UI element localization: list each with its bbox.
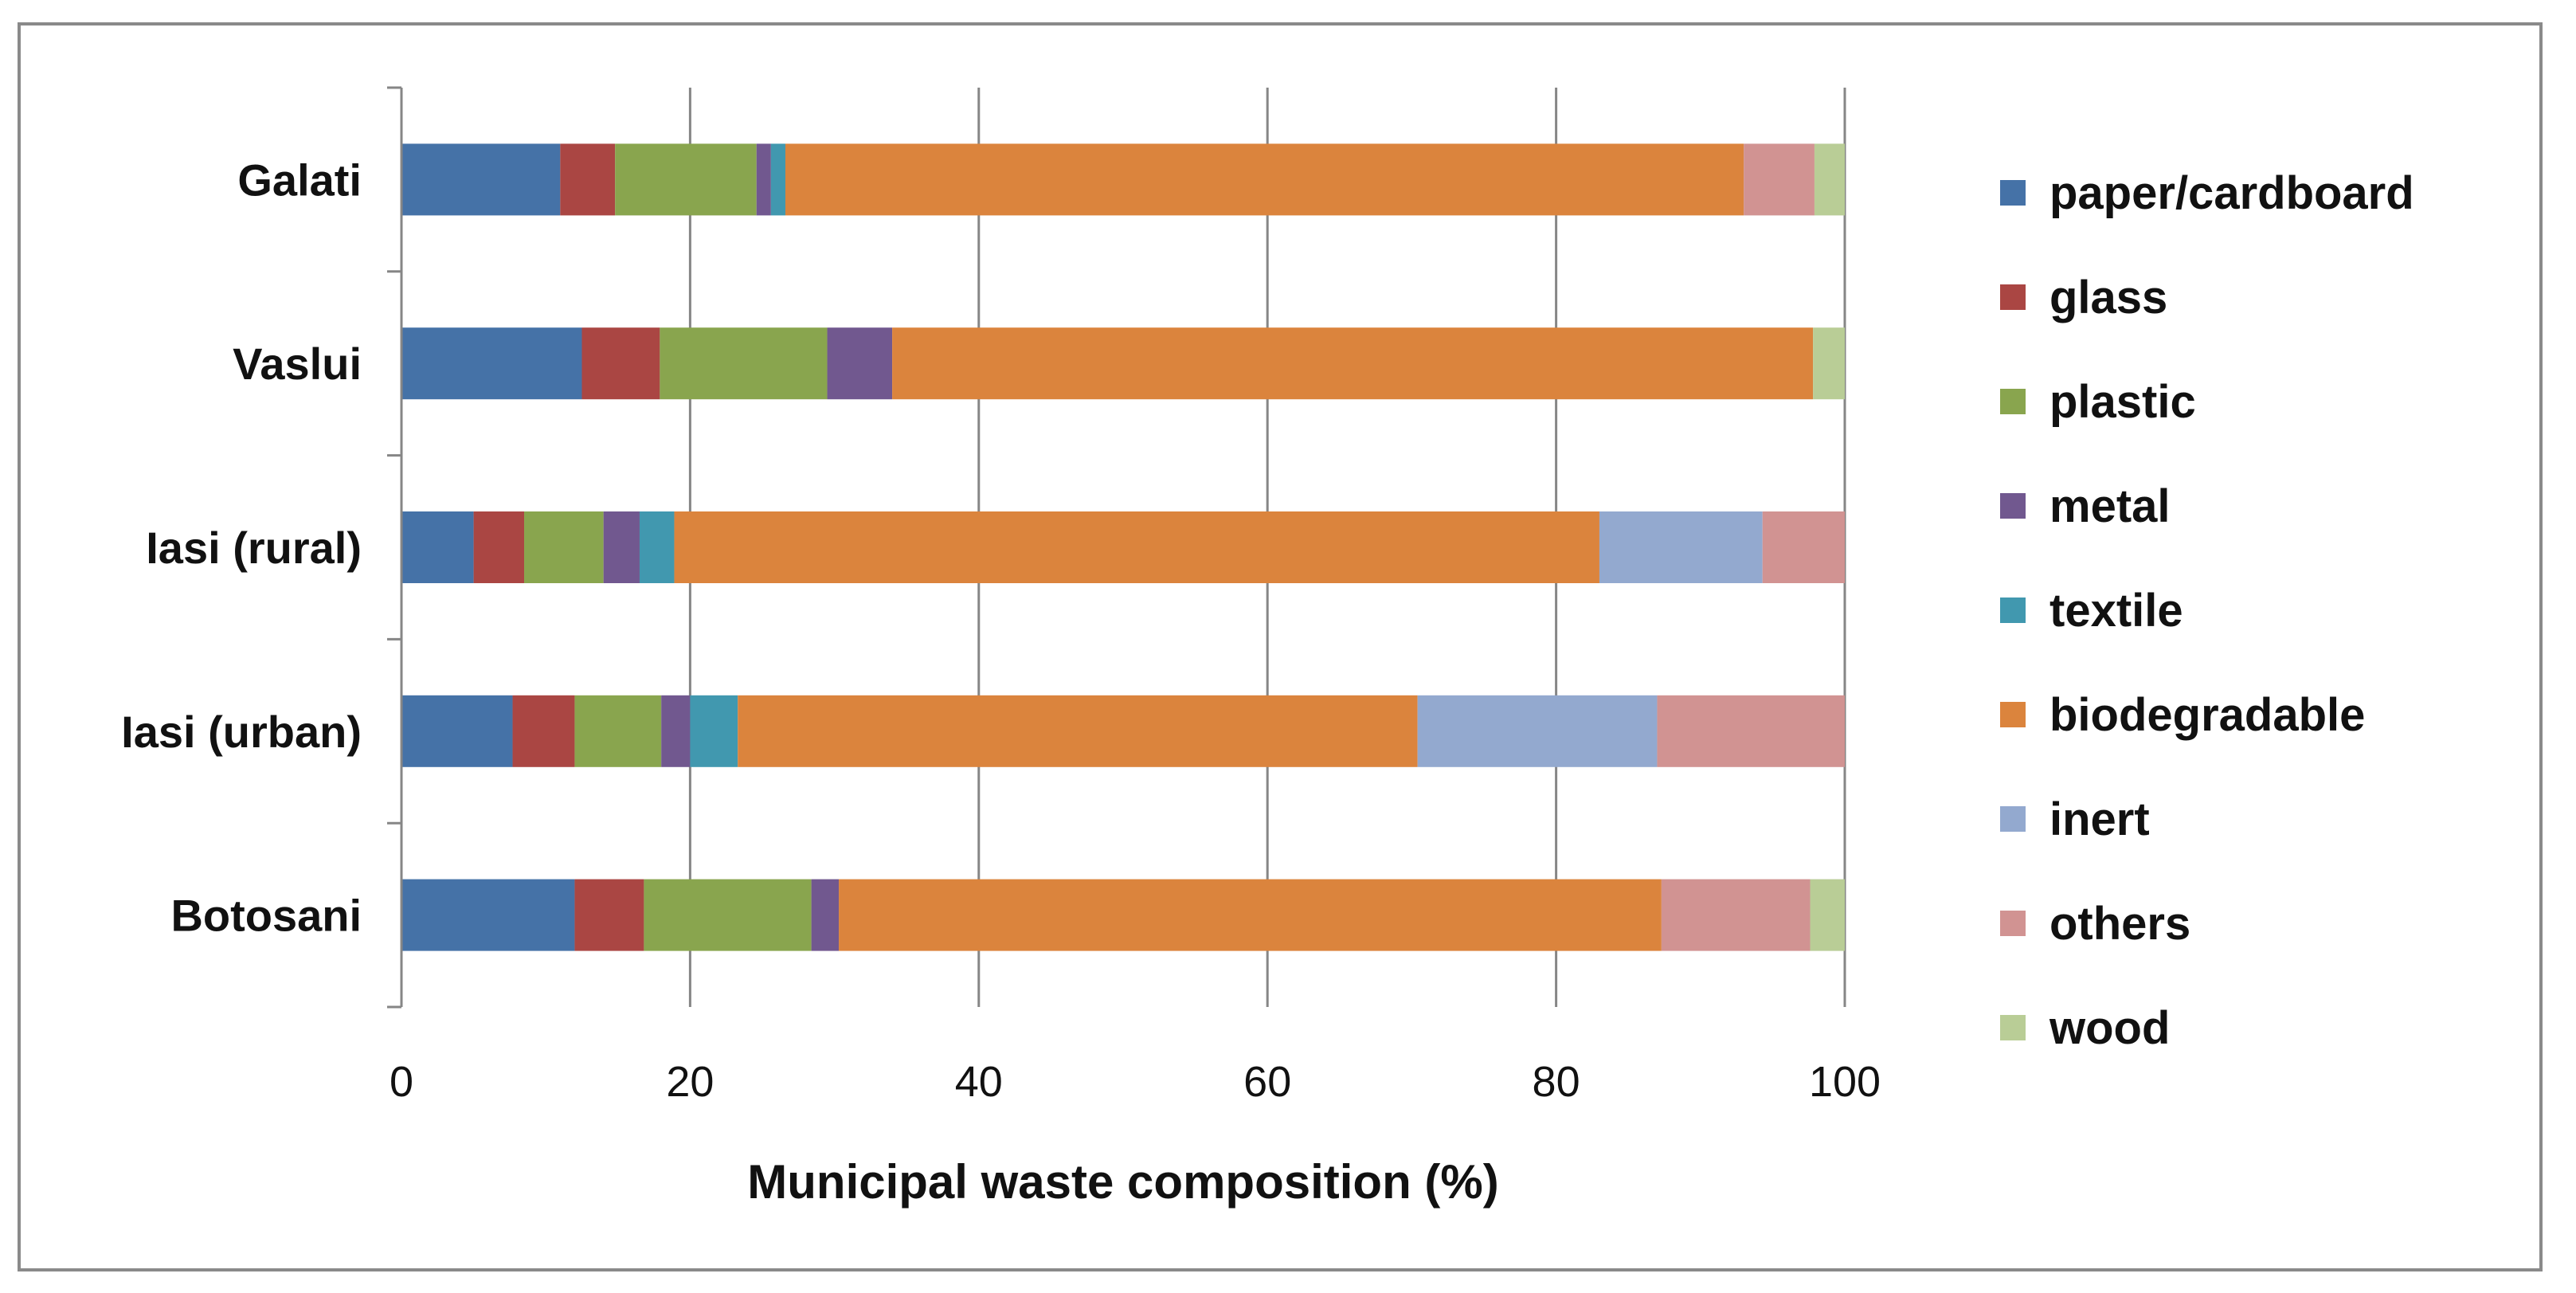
x-tick-label: 100 [1809,1058,1881,1106]
bar-segment-glass-galati [560,143,616,216]
axes [387,86,403,1009]
bar-segment-biodegradable-iasi-urban- [738,695,1418,767]
bar-segment-plastic-vaslui [660,327,828,400]
category-label: Iasi (rural) [146,523,362,573]
bar-segment-textile-galati [770,143,785,216]
bar-segment-plastic-botosani [644,879,812,951]
category-label: Iasi (urban) [121,707,362,757]
x-tick-labels: 0 20 40 60 80 100 [390,1058,1881,1106]
bar-segment-plastic-galati [615,143,757,216]
legend-label: glass [2049,272,2167,323]
legend-swatch-paper-cardboard [2000,180,2026,206]
bar-segment-textile-iasi-urban- [690,695,738,767]
bar-segment-biodegradable-galati [785,143,1744,216]
bar-segment-inert-iasi-rural- [1599,511,1763,583]
bar-segment-wood-botosani [1810,879,1845,951]
chart-frame: Botosani Iasi (urban) Iasi (rural) Vaslui Ga… [18,22,2543,1271]
legend-label: wood [2049,1002,2170,1054]
bar-segment-glass-iasi-rural- [473,511,525,583]
bar-segment-metal-iasi-urban- [661,695,691,767]
x-tick-label: 0 [390,1058,413,1106]
bar-segment-inert-iasi-urban- [1417,695,1658,767]
bar-segment-others-iasi-rural- [1762,511,1845,583]
x-tick-label: 20 [666,1058,714,1106]
category-label: Vaslui [233,339,362,389]
bar-segment-metal-galati [756,143,771,216]
legend-swatch-wood [2000,1015,2026,1040]
legend-swatch-metal [2000,493,2026,519]
category-labels: Botosani Iasi (urban) Iasi (rural) Vaslui Ga… [121,155,362,940]
legend-swatch-plastic [2000,389,2026,414]
legend: paper/cardboard glass plastic metal textile b… [2000,167,2414,1054]
bar-segment-metal-iasi-rural- [603,511,640,583]
bar-segment-others-galati [1744,143,1815,216]
legend-label: paper/cardboard [2049,167,2414,219]
x-tick-label: 60 [1243,1058,1291,1106]
bar-segment-biodegradable-iasi-rural- [674,511,1599,583]
category-label: Botosani [170,891,362,941]
x-tick-label: 80 [1533,1058,1580,1106]
legend-label: biodegradable [2049,689,2365,741]
bar-segment-glass-botosani [574,879,644,951]
bars [401,143,1845,951]
legend-label: metal [2049,480,2171,532]
bar-segment-paper-cardboard-vaslui [401,327,582,400]
legend-label: textile [2049,585,2183,637]
stacked-bar-chart: Botosani Iasi (urban) Iasi (rural) Vaslui Ga… [121,86,2414,1209]
bar-segment-paper-cardboard-galati [401,143,561,216]
bar-segment-wood-vaslui [1813,327,1845,400]
bar-segment-others-iasi-urban- [1657,695,1845,767]
bar-segment-metal-vaslui [827,327,893,400]
bar-segment-plastic-iasi-rural- [524,511,604,583]
legend-swatch-textile [2000,598,2026,623]
bar-segment-plastic-iasi-urban- [574,695,662,767]
bar-segment-biodegradable-vaslui [892,327,1814,400]
bar-segment-paper-cardboard-iasi-urban- [401,695,513,767]
legend-swatch-others [2000,911,2026,936]
legend-swatch-biodegradable [2000,702,2026,727]
bar-segment-biodegradable-botosani [839,879,1662,951]
x-tick-label: 40 [955,1058,1003,1106]
legend-swatch-glass [2000,284,2026,310]
bar-segment-glass-iasi-urban- [512,695,575,767]
legend-label: inert [2049,793,2150,845]
bar-segment-paper-cardboard-botosani [401,879,575,951]
bar-segment-metal-botosani [811,879,840,951]
bar-segment-wood-galati [1814,143,1845,216]
legend-label: plastic [2049,376,2196,428]
bar-segment-others-botosani [1661,879,1811,951]
bar-segment-paper-cardboard-iasi-rural- [401,511,474,583]
legend-swatch-inert [2000,806,2026,832]
x-axis-title: Municipal waste composition (%) [747,1155,1498,1209]
legend-label: others [2049,898,2190,950]
category-label: Galati [237,155,362,205]
bar-segment-textile-iasi-rural- [639,511,675,583]
bar-segment-glass-vaslui [581,327,660,400]
